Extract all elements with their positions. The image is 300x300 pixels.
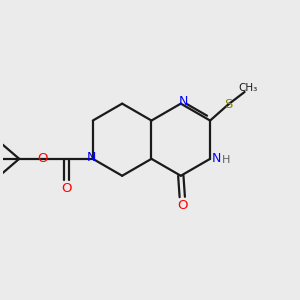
Text: CH₃: CH₃ — [238, 82, 258, 93]
Text: S: S — [224, 98, 232, 111]
Text: O: O — [61, 182, 72, 195]
Text: N: N — [212, 152, 221, 165]
Text: H: H — [222, 155, 230, 165]
Text: N: N — [87, 151, 96, 164]
Text: O: O — [177, 199, 188, 212]
Text: N: N — [178, 95, 188, 108]
Text: O: O — [38, 152, 48, 165]
